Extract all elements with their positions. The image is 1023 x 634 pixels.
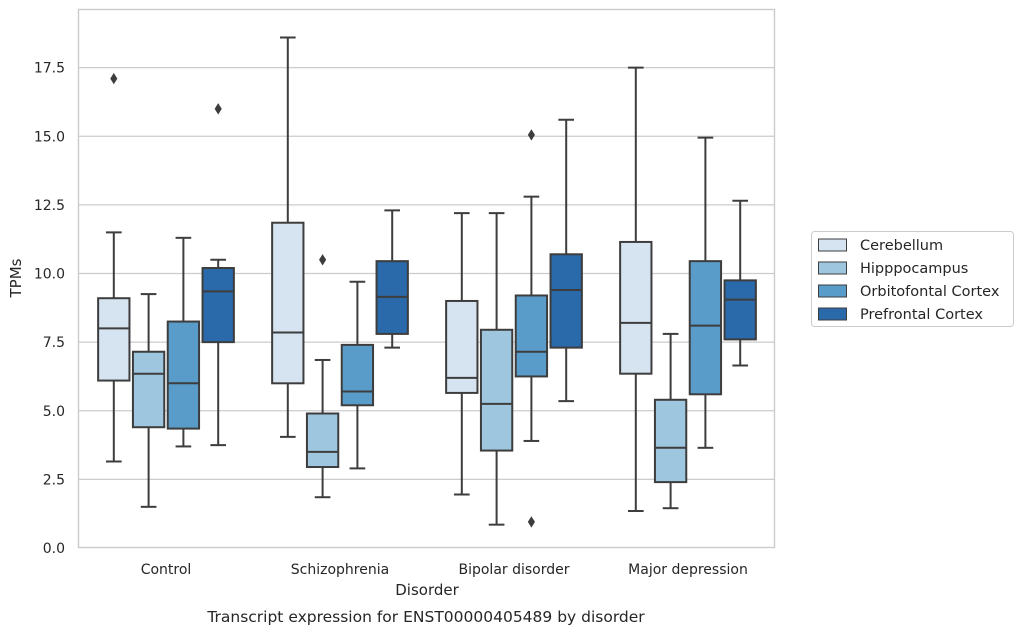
- outlier-point: [527, 129, 535, 141]
- box-body: [445, 299, 479, 394]
- y-tick-label: 15.0: [34, 129, 65, 145]
- x-tick-label: Schizophrenia: [291, 562, 389, 578]
- legend-swatch: [818, 261, 847, 275]
- outlier-point: [527, 516, 535, 528]
- box: [97, 72, 131, 463]
- x-tick-label: Major depression: [628, 562, 748, 578]
- y-tick-label: 2.5: [43, 472, 65, 488]
- plot-frame: [77, 8, 776, 549]
- box: [201, 103, 235, 447]
- legend-label: Hipppocampus: [860, 261, 968, 277]
- series-orbitofontal-cortex: [166, 129, 723, 528]
- y-axis-title: TPMs: [7, 258, 25, 298]
- box-body: [166, 320, 201, 430]
- box: [375, 209, 409, 349]
- box: [131, 293, 166, 508]
- box: [340, 280, 375, 470]
- box-body: [479, 328, 514, 452]
- box: [271, 36, 305, 438]
- y-tick-label: 10.0: [34, 267, 65, 283]
- box: [688, 136, 723, 449]
- box-body: [271, 221, 305, 385]
- x-tick-labels: Control Schizophrenia Bipolar disorder Majo…: [141, 562, 748, 578]
- y-tick-label: 7.5: [43, 335, 65, 351]
- box: [166, 236, 201, 448]
- box-body: [653, 398, 688, 484]
- box: [619, 66, 653, 512]
- legend: Cerebellum Hipppocampus Orbitofontal Corte…: [811, 231, 1014, 327]
- legend-swatch: [818, 238, 847, 252]
- legend-label: Orbitofontal Cortex: [860, 284, 1000, 300]
- legend-item: Cerebellum: [818, 238, 943, 254]
- box: [653, 332, 688, 510]
- x-tick-label: Control: [141, 562, 192, 578]
- box: [479, 212, 514, 526]
- outlier-point: [110, 72, 118, 85]
- y-tick-label: 12.5: [34, 198, 65, 214]
- x-tick-label: Bipolar disorder: [458, 562, 569, 578]
- box-body: [514, 294, 549, 378]
- box-body: [619, 240, 653, 375]
- series-cerebellum: [97, 36, 653, 512]
- series-hipppocampus: [131, 212, 688, 526]
- outlier-point: [214, 103, 222, 115]
- box: [549, 118, 583, 403]
- legend-item: Orbitofontal Cortex: [818, 284, 1000, 300]
- legend-swatch: [818, 307, 847, 321]
- box-body: [131, 350, 166, 429]
- chart-caption: Transcript expression for ENST0000040548…: [206, 608, 645, 626]
- box: [445, 212, 479, 496]
- box: [305, 254, 340, 499]
- x-axis-title: Disorder: [395, 581, 459, 599]
- box: [514, 129, 549, 528]
- legend-item: Hipppocampus: [818, 261, 968, 277]
- legend-item: Prefrontal Cortex: [818, 307, 983, 323]
- box-body: [340, 343, 375, 407]
- y-tick-label: 0.0: [43, 541, 65, 557]
- box-body: [549, 253, 583, 349]
- box-series: [97, 36, 757, 528]
- box-body: [201, 267, 235, 344]
- outlier-point: [319, 254, 327, 266]
- legend-label: Prefrontal Cortex: [860, 307, 983, 323]
- box-body: [97, 297, 131, 382]
- legend-frame: [811, 231, 1014, 327]
- box: [723, 199, 757, 367]
- legend-label: Cerebellum: [860, 238, 943, 254]
- y-tick-label: 17.5: [34, 61, 65, 77]
- box-body: [688, 260, 723, 396]
- series-prefrontal-cortex: [201, 103, 757, 447]
- y-tick-label: 5.0: [43, 404, 65, 420]
- box-body: [305, 412, 340, 469]
- y-tick-labels: 0.0 2.5 5.0 7.5 10.0 12.5 15.0 17.5: [34, 61, 65, 557]
- box-body: [723, 279, 757, 341]
- legend-swatch: [818, 284, 847, 298]
